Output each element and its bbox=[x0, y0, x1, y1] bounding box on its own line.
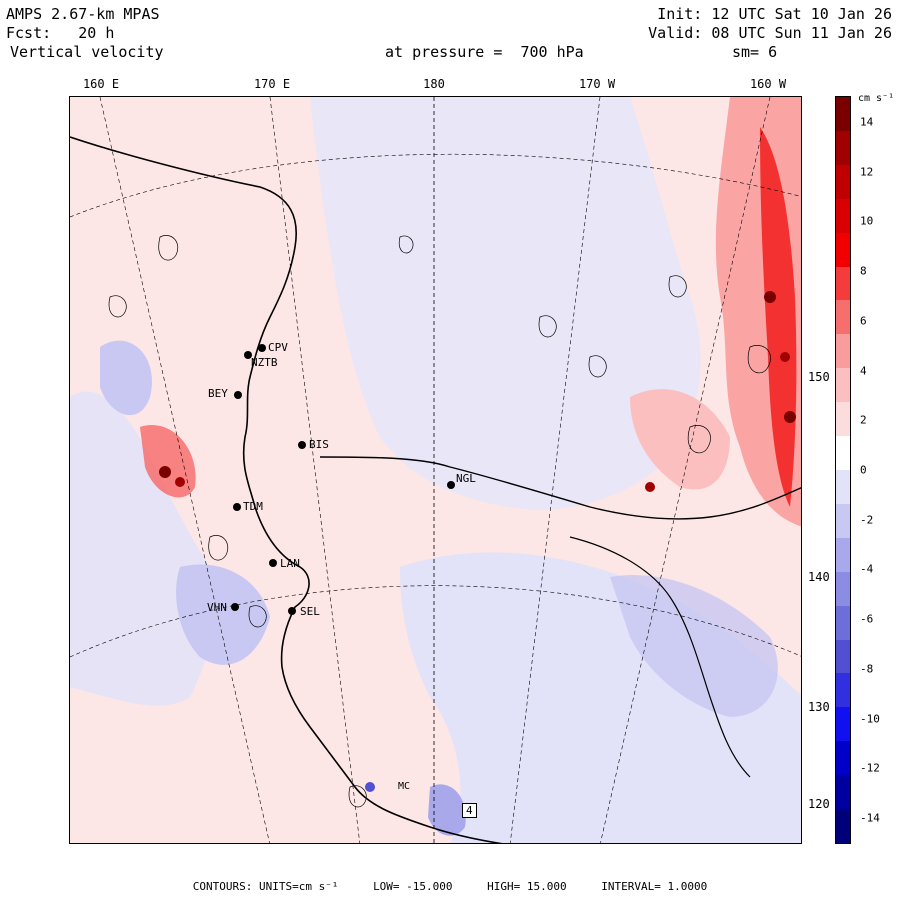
meridian-160e bbox=[99, 97, 270, 843]
station-dot-cpv bbox=[258, 344, 266, 352]
contour-units: CONTOURS: UNITS=cm s⁻¹ bbox=[192, 880, 339, 893]
station-label-bey: BEY bbox=[208, 387, 228, 400]
colorbar-tick-label: -2 bbox=[860, 513, 874, 527]
colorbar-segment bbox=[836, 402, 850, 437]
colorbar-segment bbox=[836, 707, 850, 742]
negative-field-north bbox=[310, 97, 701, 510]
colorbar-tick-label: -14 bbox=[860, 811, 880, 825]
valid-time: Valid: 08 UTC Sun 11 Jan 26 bbox=[648, 24, 892, 42]
station-dot-bey bbox=[234, 391, 242, 399]
colorbar-tick-label: 8 bbox=[860, 264, 867, 278]
station-label-ngl: NGL bbox=[456, 472, 476, 485]
colorbar-tick-label: -12 bbox=[860, 761, 880, 775]
station-dot-nztb bbox=[244, 351, 252, 359]
blue-patch-1 bbox=[100, 340, 152, 416]
station-dot-lan bbox=[269, 559, 277, 567]
colorbar-segment bbox=[836, 639, 850, 674]
station-label-4: 4 bbox=[462, 803, 477, 818]
colorbar-tick-label: 12 bbox=[860, 165, 874, 179]
lon-label-180: 180 bbox=[423, 77, 445, 91]
model-title: AMPS 2.67-km MPAS bbox=[6, 5, 160, 23]
lon-label-160w: 160 W bbox=[749, 77, 787, 91]
colorbar-tick-label: -8 bbox=[860, 662, 874, 676]
contour-low: LOW= -15.000 bbox=[373, 880, 453, 893]
coastline-west bbox=[70, 136, 503, 843]
contour-interval: INTERVAL= 1.0000 bbox=[601, 880, 708, 893]
station-dot-ngl bbox=[447, 481, 455, 489]
colorbar-tick-label: 0 bbox=[860, 463, 867, 477]
coastline-east bbox=[569, 536, 751, 778]
station-label-cpv: CPV bbox=[268, 341, 288, 354]
map-canvas bbox=[70, 97, 801, 843]
colorbar-tick-label: 14 bbox=[860, 115, 874, 129]
station-label-sel: SEL bbox=[300, 605, 320, 618]
colorbar-segment bbox=[836, 470, 850, 505]
station-label-lan: LAN bbox=[280, 557, 300, 570]
colorbar-segment bbox=[836, 130, 850, 166]
colorbar-segment bbox=[836, 537, 850, 573]
station-label-vhn: VHN bbox=[207, 601, 227, 614]
colorbar-segment bbox=[836, 97, 850, 132]
blue-patch-2 bbox=[176, 564, 270, 665]
coastline-ice-shelf bbox=[319, 456, 801, 520]
colorbar-tick-label: 4 bbox=[860, 364, 867, 378]
colorbar-segment bbox=[836, 164, 850, 200]
lon-label-170w: 170 W bbox=[578, 77, 616, 91]
station-label-bis: BIS bbox=[309, 438, 329, 451]
station-dot-tdm bbox=[233, 503, 241, 511]
colorbar-segment bbox=[836, 503, 850, 539]
colorbar-tick-label: -6 bbox=[860, 612, 874, 626]
positive-zone-mid bbox=[630, 389, 730, 490]
station-dot-sel bbox=[288, 607, 296, 615]
strong-blobs bbox=[159, 291, 796, 792]
colorbar-segment bbox=[836, 673, 850, 708]
colorbar bbox=[835, 96, 851, 844]
init-time: Init: 12 UTC Sat 10 Jan 26 bbox=[657, 5, 892, 23]
colorbar-tick-label: 6 bbox=[860, 314, 867, 328]
colorbar-units: cm s⁻¹ bbox=[858, 93, 895, 104]
colorbar-tick-label: 10 bbox=[860, 214, 874, 228]
colorbar-segment bbox=[836, 436, 850, 471]
colorbar-segment bbox=[836, 605, 850, 641]
station-label-nztb: NZTB bbox=[251, 356, 278, 369]
colorbar-tick-label: -10 bbox=[860, 712, 880, 726]
station-dot-bis bbox=[298, 441, 306, 449]
contour-summary: CONTOURS: UNITS=cm s⁻¹ LOW= -15.000 HIGH… bbox=[0, 880, 900, 893]
colorbar-segment bbox=[836, 741, 850, 776]
smoothing: sm= 6 bbox=[732, 43, 778, 61]
pressure-level: at pressure = 700 hPa bbox=[385, 43, 584, 61]
colorbar-segment bbox=[836, 368, 850, 403]
meridian-160w bbox=[600, 97, 771, 843]
colorbar-segment bbox=[836, 266, 850, 301]
field-name: Vertical velocity bbox=[10, 43, 164, 61]
colorbar-segment bbox=[836, 232, 850, 268]
colorbar-segment bbox=[836, 300, 850, 335]
colorbar-segment bbox=[836, 198, 850, 234]
colorbar-segment bbox=[836, 809, 850, 844]
station-label-mc: MC bbox=[398, 781, 411, 792]
blue-patch-4 bbox=[428, 784, 466, 836]
colorbar-segment bbox=[836, 571, 850, 607]
station-label-tdm: TDM bbox=[243, 500, 263, 513]
station-dot-vhn bbox=[231, 603, 239, 611]
contour-high: HIGH= 15.000 bbox=[487, 880, 567, 893]
colorbar-tick-label: 2 bbox=[860, 413, 867, 427]
negative-field-west bbox=[70, 391, 214, 706]
colorbar-segment bbox=[836, 334, 850, 369]
map-panel: CPV NZTB BEY BIS NGL TDM LAN VHN SEL MC … bbox=[69, 96, 802, 844]
colorbar-tick-label: -4 bbox=[860, 562, 874, 576]
lon-label-170e: 170 E bbox=[253, 77, 291, 91]
parallel-north bbox=[70, 153, 801, 218]
forecast-hour: Fcst: 20 h bbox=[6, 24, 115, 42]
colorbar-segment bbox=[836, 775, 850, 810]
lon-label-160e: 160 E bbox=[82, 77, 120, 91]
